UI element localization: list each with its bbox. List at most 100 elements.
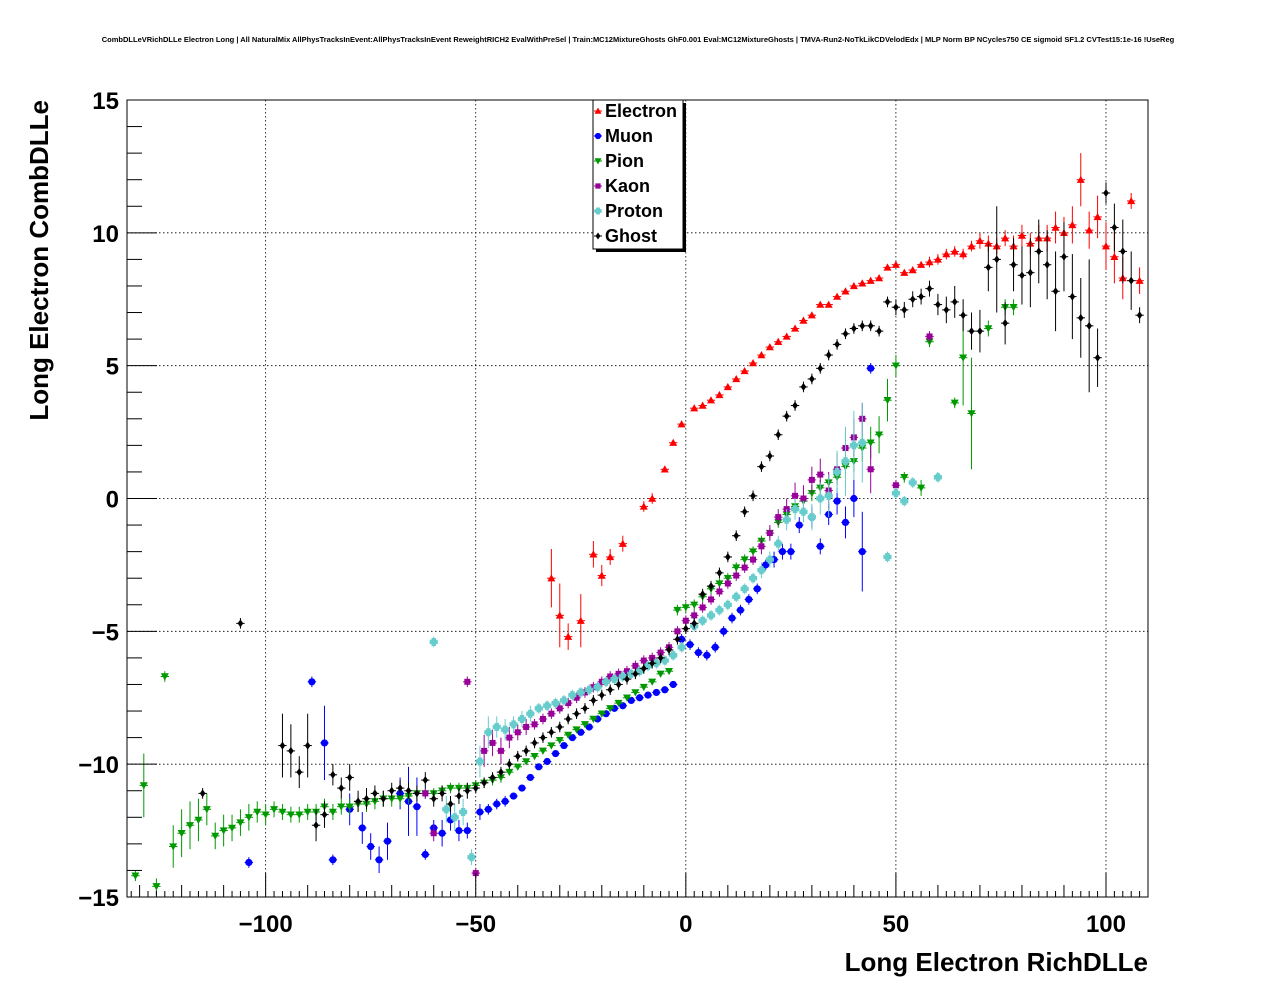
y-tick-label: 10 <box>92 221 119 248</box>
muon-marker <box>421 850 429 859</box>
kaon-marker <box>497 747 504 754</box>
ghost-marker <box>414 789 420 798</box>
ghost-marker <box>472 784 479 793</box>
proton-point <box>593 681 602 693</box>
ghost-marker <box>397 784 403 793</box>
ghost-point <box>463 782 472 799</box>
ghost-point <box>631 668 640 680</box>
electron-marker <box>1110 252 1119 260</box>
muon-marker <box>661 686 669 694</box>
ghost-point <box>664 644 674 656</box>
pion-marker <box>732 564 741 572</box>
ghost-point <box>395 780 405 797</box>
pion-point <box>563 731 573 739</box>
proton-point <box>774 535 783 552</box>
ghost-marker <box>666 645 672 654</box>
pion-marker <box>513 763 522 771</box>
pion-marker <box>177 830 186 838</box>
ghost-marker <box>481 778 487 787</box>
proton-marker <box>833 467 842 476</box>
ghost-point <box>740 506 749 518</box>
ghost-marker <box>1052 287 1059 296</box>
muon-marker <box>375 856 383 864</box>
proton-marker <box>475 757 484 766</box>
ghost-point <box>1076 277 1085 358</box>
pion-marker <box>538 747 547 755</box>
pion-point <box>967 357 976 470</box>
pion-marker <box>530 752 539 761</box>
pion-point <box>950 397 959 409</box>
ghost-point <box>303 713 312 778</box>
ghost-marker <box>985 263 992 272</box>
proton-marker <box>459 807 468 816</box>
legend-muon-marker <box>594 132 602 140</box>
muon-point <box>626 696 636 705</box>
ghost-point <box>1051 251 1060 332</box>
muon-point <box>307 676 317 688</box>
pion-marker <box>387 795 396 803</box>
electron-marker <box>807 311 816 319</box>
pion-marker <box>244 814 253 822</box>
x-tick-label: −50 <box>455 911 496 938</box>
electron-point <box>1068 206 1077 244</box>
ghost-marker <box>405 786 412 795</box>
electron-point <box>816 300 825 308</box>
muon-marker <box>703 651 711 659</box>
electron-marker <box>660 465 669 473</box>
pion-point <box>916 479 926 496</box>
pion-point <box>227 814 237 842</box>
kaon-point <box>463 676 472 688</box>
ghost-point <box>404 782 413 799</box>
electron-point <box>858 279 867 287</box>
legend: Electron Muon Pion Kaon Proton Ghost <box>592 99 686 252</box>
muon-marker <box>694 648 703 657</box>
ghost-marker <box>346 773 353 782</box>
electron-point <box>690 404 699 412</box>
kaon-point <box>421 788 430 799</box>
electron-point <box>1135 267 1144 294</box>
kaon-point <box>555 703 564 714</box>
electron-marker <box>841 287 850 295</box>
muon-marker <box>551 749 560 758</box>
ghost-marker <box>699 590 706 599</box>
electron-marker <box>639 502 648 510</box>
ghost-marker <box>674 635 681 644</box>
muon-marker <box>476 808 484 816</box>
ghost-marker <box>901 305 908 314</box>
pion-point <box>211 822 220 850</box>
muon-point <box>374 846 384 874</box>
x-tick-label: −100 <box>239 911 293 938</box>
pion-marker <box>211 832 220 840</box>
ghost-point <box>328 764 338 786</box>
ghost-point <box>799 381 808 393</box>
pion-marker <box>984 325 993 333</box>
ghost-point <box>605 684 615 696</box>
kaon-marker <box>808 476 815 483</box>
ghost-marker <box>422 776 429 785</box>
muon-point <box>492 798 501 810</box>
ghost-marker <box>834 340 840 349</box>
electron-marker <box>564 632 573 640</box>
ghost-point <box>538 732 548 743</box>
ghost-marker <box>199 789 206 798</box>
proton-marker <box>576 688 585 697</box>
pion-point <box>555 737 564 745</box>
ghost-marker <box>909 295 916 304</box>
pion-point <box>244 804 254 831</box>
electron-marker <box>791 324 800 332</box>
proton-marker <box>765 555 774 564</box>
ghost-marker <box>683 624 689 633</box>
kaon-marker <box>800 495 807 502</box>
muon-point <box>786 543 796 560</box>
ghost-point <box>379 790 388 807</box>
ghost-marker <box>582 704 588 713</box>
electron-marker <box>950 247 959 255</box>
kaon-point <box>530 719 539 730</box>
pion-point <box>521 758 531 766</box>
muon-marker <box>762 561 770 569</box>
muon-marker <box>833 497 841 505</box>
electron-marker <box>1051 223 1060 231</box>
ghost-marker <box>1103 188 1109 197</box>
ghost-point <box>916 288 926 305</box>
y-tick-label: 5 <box>106 354 119 381</box>
